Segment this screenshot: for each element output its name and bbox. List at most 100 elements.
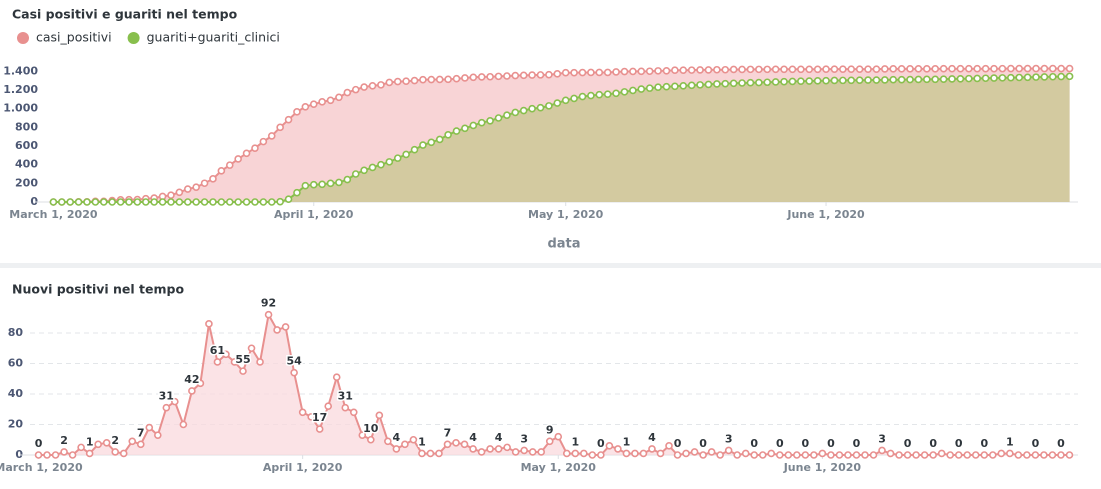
point bbox=[696, 81, 704, 89]
point bbox=[200, 179, 209, 188]
data-label: 0 bbox=[35, 437, 43, 450]
x-tick-label: March 1, 2020 bbox=[9, 208, 98, 221]
point bbox=[597, 451, 605, 459]
point bbox=[805, 77, 814, 85]
point bbox=[167, 191, 175, 199]
point bbox=[167, 198, 175, 206]
point bbox=[830, 65, 839, 73]
point bbox=[335, 178, 343, 187]
point bbox=[175, 188, 184, 197]
x-axis-label: data bbox=[547, 237, 580, 252]
point bbox=[324, 402, 333, 411]
point bbox=[133, 198, 142, 206]
point bbox=[393, 77, 402, 86]
point bbox=[729, 65, 738, 74]
data-label: 3 bbox=[725, 432, 733, 445]
point bbox=[1023, 73, 1032, 82]
point bbox=[125, 198, 133, 206]
y-tick-label: 0 bbox=[15, 448, 23, 461]
point bbox=[839, 65, 847, 73]
point bbox=[358, 431, 367, 439]
point bbox=[822, 65, 830, 73]
point bbox=[1040, 451, 1048, 459]
point bbox=[771, 78, 780, 86]
point bbox=[43, 451, 51, 459]
point bbox=[562, 449, 571, 458]
data-label: 4 bbox=[469, 431, 477, 444]
point bbox=[662, 66, 671, 75]
point bbox=[662, 82, 671, 91]
point bbox=[309, 180, 318, 189]
point bbox=[217, 198, 226, 206]
x-tick-label: March 1, 2020 bbox=[0, 461, 83, 474]
point bbox=[1007, 73, 1015, 82]
point bbox=[545, 437, 554, 446]
point bbox=[427, 75, 436, 84]
point bbox=[351, 170, 360, 178]
area bbox=[53, 76, 1070, 202]
point bbox=[486, 72, 494, 81]
point bbox=[965, 74, 973, 83]
point bbox=[906, 75, 914, 84]
point bbox=[368, 163, 377, 172]
point bbox=[1049, 64, 1057, 73]
point bbox=[205, 320, 213, 328]
point bbox=[128, 437, 137, 446]
y-tick-label: 200 bbox=[15, 176, 38, 189]
point bbox=[948, 75, 956, 83]
data-label: 1 bbox=[86, 435, 94, 448]
point bbox=[948, 64, 956, 73]
point bbox=[855, 65, 864, 73]
point bbox=[267, 198, 276, 206]
point bbox=[827, 451, 835, 459]
legend-swatch bbox=[17, 32, 29, 44]
point bbox=[746, 65, 755, 74]
point bbox=[656, 449, 665, 458]
point bbox=[528, 71, 536, 79]
point bbox=[571, 449, 580, 458]
point bbox=[460, 440, 469, 449]
legend-swatch bbox=[127, 32, 140, 44]
y-tick-label: 1.000 bbox=[3, 102, 38, 115]
point bbox=[196, 379, 205, 388]
point bbox=[247, 344, 256, 353]
point bbox=[368, 82, 377, 90]
point bbox=[767, 449, 776, 458]
point bbox=[469, 73, 478, 82]
point bbox=[605, 442, 614, 450]
point bbox=[239, 367, 247, 375]
point bbox=[234, 155, 242, 163]
point bbox=[889, 65, 898, 73]
data-label: 2 bbox=[111, 434, 119, 447]
point bbox=[687, 66, 696, 74]
point bbox=[793, 451, 801, 459]
point bbox=[102, 438, 111, 447]
point bbox=[259, 137, 268, 146]
data-label: 0 bbox=[904, 437, 912, 450]
point bbox=[192, 183, 200, 191]
point bbox=[852, 451, 861, 459]
point bbox=[733, 451, 741, 459]
point bbox=[293, 188, 301, 197]
point bbox=[645, 67, 654, 76]
point bbox=[222, 350, 230, 359]
point bbox=[561, 68, 570, 77]
point bbox=[895, 451, 903, 459]
point bbox=[503, 111, 511, 119]
point bbox=[1065, 72, 1074, 81]
point bbox=[648, 445, 656, 453]
data-label: 7 bbox=[137, 426, 145, 439]
point bbox=[318, 180, 326, 189]
point bbox=[570, 68, 578, 77]
point bbox=[444, 75, 452, 84]
point bbox=[801, 451, 810, 459]
point bbox=[251, 144, 259, 152]
point bbox=[1048, 451, 1057, 459]
point bbox=[946, 451, 954, 459]
point bbox=[469, 445, 477, 453]
point bbox=[503, 443, 511, 452]
point bbox=[780, 65, 788, 74]
data-label: 0 bbox=[955, 437, 963, 450]
point bbox=[1015, 64, 1024, 73]
point bbox=[788, 77, 797, 86]
